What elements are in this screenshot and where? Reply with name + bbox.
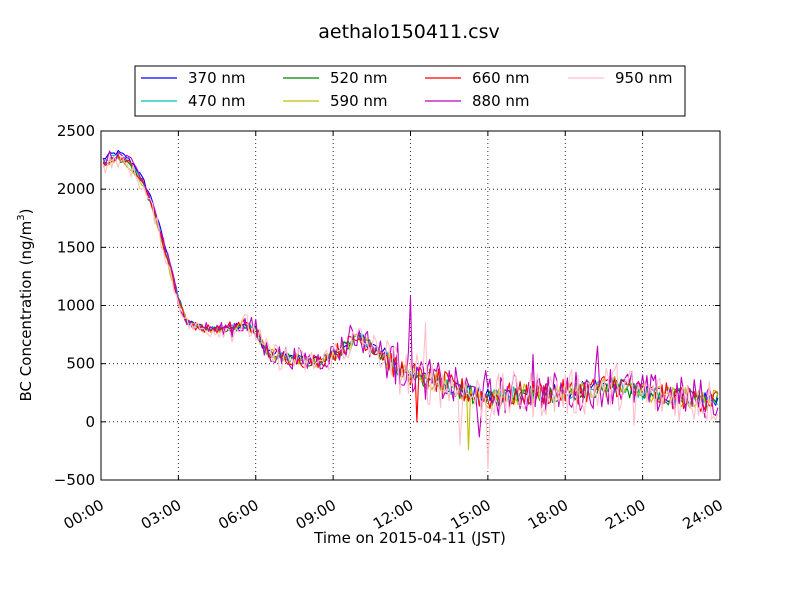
axis-ticks xyxy=(100,130,721,481)
legend-label: 470 nm xyxy=(188,92,246,110)
y-tick-label: −500 xyxy=(54,471,95,489)
legend-label: 660 nm xyxy=(472,69,530,87)
y-tick-label: 500 xyxy=(66,355,95,373)
y-tick-label: 2000 xyxy=(57,180,95,198)
x-tick-label: 03:00 xyxy=(138,496,184,533)
x-tick-label: 15:00 xyxy=(447,496,493,533)
legend-label: 590 nm xyxy=(330,92,388,110)
y-tick-label: 1000 xyxy=(57,297,95,315)
legend-label: 950 nm xyxy=(615,69,673,87)
x-tick-label: 24:00 xyxy=(680,496,726,533)
x-tick-label: 00:00 xyxy=(61,496,107,533)
series-line xyxy=(102,155,719,469)
y-tick-labels: −500 0 500 1000 1500 2000 2500 xyxy=(54,122,95,489)
x-tick-label: 12:00 xyxy=(370,496,416,533)
x-tick-label: 06:00 xyxy=(215,496,261,533)
x-tick-label: 09:00 xyxy=(293,496,339,533)
legend-box xyxy=(134,65,686,117)
legend-label: 520 nm xyxy=(330,69,388,87)
legend: 370 nm 470 nm 520 nm 590 nm 660 nm 880 nm 950 … xyxy=(134,65,686,117)
legend-label: 370 nm xyxy=(188,69,246,87)
y-axis-label: BC Concentration (ng/m3) xyxy=(16,209,35,402)
y-tick-label: 2500 xyxy=(57,122,95,140)
x-tick-labels: 00:00 03:00 06:00 09:00 12:00 15:00 18:00 21:00… xyxy=(61,496,726,533)
series-line xyxy=(102,150,719,438)
legend-label: 880 nm xyxy=(472,92,530,110)
chart-title: aethalo150411.csv xyxy=(318,21,500,43)
series-line xyxy=(102,153,718,423)
series-lines xyxy=(102,149,719,469)
x-tick-label: 18:00 xyxy=(525,496,571,533)
x-tick-label: 21:00 xyxy=(602,496,648,533)
y-tick-label: 1500 xyxy=(57,238,95,256)
y-tick-label: 0 xyxy=(85,413,95,431)
x-axis-label: Time on 2015-04-11 (JST) xyxy=(313,529,506,547)
